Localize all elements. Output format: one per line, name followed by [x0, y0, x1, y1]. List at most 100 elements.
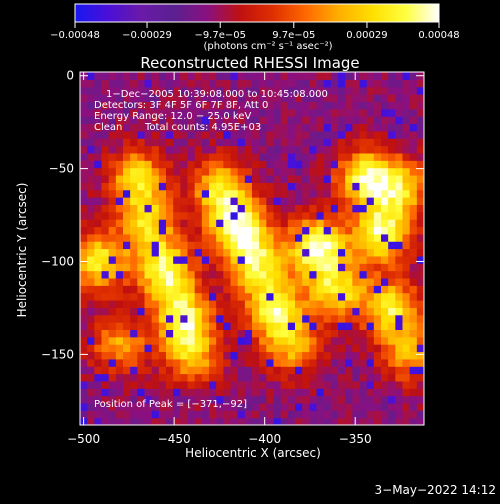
heatmap-cell [280, 322, 289, 330]
heatmap-cell [223, 145, 232, 154]
y-tick-label: −150 [41, 347, 74, 361]
heatmap-cell [216, 182, 224, 191]
heatmap-cell [252, 108, 260, 117]
heatmap-cell [151, 270, 160, 279]
heatmap-cell [158, 307, 167, 316]
heatmap-cell [295, 402, 303, 411]
heatmap-cell [94, 307, 103, 316]
heatmap-cell [223, 233, 232, 242]
heatmap-cell [144, 417, 153, 425]
heatmap-cell [123, 314, 131, 323]
heatmap-cell [373, 219, 382, 228]
heatmap-cell [115, 380, 124, 389]
heatmap-cell [359, 270, 368, 279]
heatmap-cell [416, 388, 424, 397]
heatmap-cell [173, 307, 181, 316]
heatmap-cell [158, 417, 167, 425]
heatmap-cell [273, 182, 282, 191]
heatmap-cell [230, 233, 239, 242]
heatmap-cell [115, 72, 124, 80]
heatmap-cell [330, 417, 339, 425]
heatmap-cell [209, 292, 217, 301]
heatmap-cell [230, 211, 239, 220]
heatmap-cell [259, 329, 267, 338]
heatmap-cell [252, 160, 260, 169]
heatmap-cell [123, 130, 131, 139]
heatmap-cell [187, 130, 196, 139]
heatmap-cell [80, 277, 88, 286]
heatmap-cell [166, 292, 174, 301]
heatmap-cell [388, 94, 396, 103]
heatmap-cell [302, 277, 310, 286]
heatmap-cell [316, 292, 325, 301]
heatmap-cell [316, 373, 325, 382]
heatmap-cell [87, 189, 95, 198]
heatmap-cell [180, 277, 189, 286]
heatmap-cell [144, 174, 153, 183]
heatmap-cell [252, 130, 260, 139]
heatmap-cell [359, 373, 368, 382]
heatmap-cell [166, 160, 174, 169]
heatmap-cell [280, 344, 289, 353]
heatmap-cell [280, 299, 289, 308]
heatmap-cell [252, 366, 260, 375]
heatmap-cell [366, 211, 375, 220]
heatmap-cell [166, 285, 174, 294]
heatmap-cell [187, 410, 196, 419]
heatmap-cell [338, 219, 346, 228]
heatmap-cell [130, 329, 138, 338]
heatmap-cell [280, 145, 289, 154]
heatmap-cell [280, 402, 289, 411]
heatmap-cell [352, 285, 361, 294]
heatmap-cell [209, 336, 217, 345]
heatmap-cell [80, 270, 88, 279]
heatmap-cell [180, 307, 189, 316]
heatmap-cell [151, 108, 160, 117]
heatmap-cell [316, 241, 325, 250]
heatmap-cell [108, 277, 117, 286]
heatmap-cell [144, 402, 153, 411]
heatmap-cell [345, 138, 353, 147]
heatmap-cell [287, 138, 296, 147]
heatmap-cell [166, 219, 174, 228]
heatmap-cell [388, 79, 396, 88]
heatmap-cell [123, 241, 131, 250]
heatmap-cell [151, 94, 160, 103]
heatmap-cell [416, 402, 424, 411]
heatmap-cell [166, 410, 174, 419]
heatmap-cell [266, 402, 275, 411]
annotation-method: Clean [94, 122, 122, 133]
heatmap-cell [230, 410, 239, 419]
heatmap-cell [115, 314, 124, 323]
heatmap-cell [87, 270, 95, 279]
heatmap-cell [381, 351, 389, 360]
heatmap-cell [259, 174, 267, 183]
heatmap-cell [94, 79, 103, 88]
heatmap-cell [295, 395, 303, 404]
heatmap-cell [252, 182, 260, 191]
heatmap-cell [101, 285, 110, 294]
heatmap-cell [287, 358, 296, 367]
heatmap-cell [280, 336, 289, 345]
heatmap-cell [302, 108, 310, 117]
heatmap-cell [101, 101, 110, 110]
heatmap-cell [123, 233, 131, 242]
heatmap-cell [273, 380, 282, 389]
heatmap-cell [359, 388, 368, 397]
heatmap-cell [187, 219, 196, 228]
heatmap-cell [223, 329, 232, 338]
heatmap-cell [409, 380, 418, 389]
heatmap-cell [316, 263, 325, 272]
heatmap-cell [302, 373, 310, 382]
heatmap-cell [416, 322, 424, 330]
heatmap-cell [216, 248, 224, 257]
heatmap-cell [309, 277, 318, 286]
annotation-peak: Position of Peak = [−371,−92] [94, 399, 247, 410]
heatmap-cell [108, 79, 117, 88]
heatmap-cell [338, 241, 346, 250]
heatmap-cell [166, 101, 174, 110]
heatmap-cell [94, 174, 103, 183]
heatmap-cell [373, 270, 382, 279]
heatmap-cell [144, 299, 153, 308]
heatmap-cell [259, 138, 267, 147]
